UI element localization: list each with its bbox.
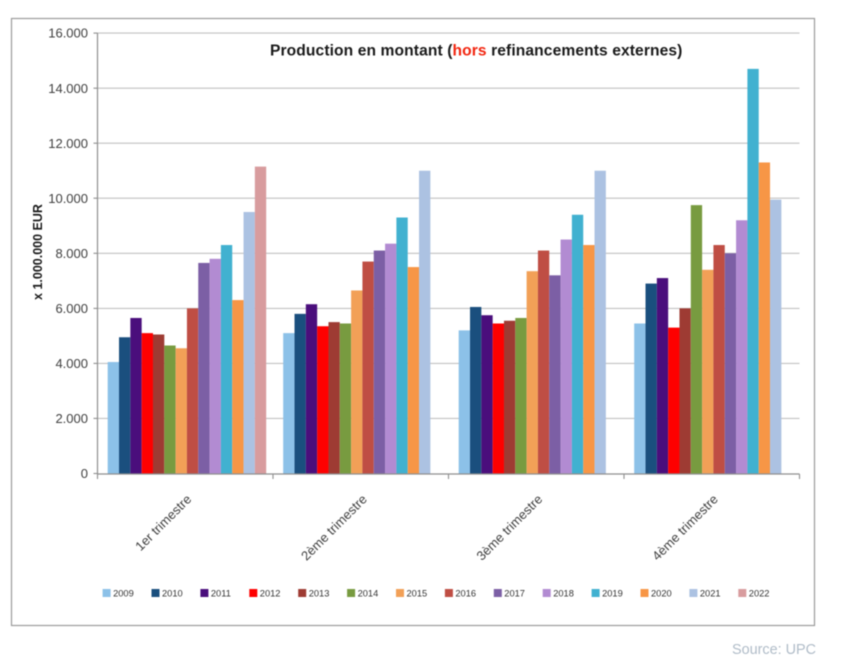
svg-text:2012: 2012	[260, 588, 281, 598]
svg-text:2017: 2017	[504, 588, 525, 598]
svg-text:10.000: 10.000	[48, 191, 88, 206]
svg-text:2020: 2020	[651, 588, 672, 598]
svg-text:2.000: 2.000	[55, 411, 88, 426]
svg-text:2021: 2021	[700, 588, 721, 598]
svg-text:2022: 2022	[749, 588, 770, 598]
svg-text:6.000: 6.000	[55, 301, 88, 316]
svg-text:2015: 2015	[407, 588, 428, 598]
svg-text:4.000: 4.000	[55, 356, 88, 371]
svg-text:x 1.000.000 EUR: x 1.000.000 EUR	[31, 204, 45, 300]
svg-text:2016: 2016	[455, 588, 476, 598]
svg-text:2018: 2018	[553, 588, 574, 598]
svg-text:2009: 2009	[113, 588, 134, 598]
svg-text:14.000: 14.000	[48, 81, 88, 96]
svg-text:8.000: 8.000	[55, 246, 88, 261]
svg-text:Source: UPC: Source: UPC	[732, 642, 816, 658]
svg-text:2013: 2013	[309, 588, 330, 598]
svg-text:2019: 2019	[602, 588, 623, 598]
svg-text:12.000: 12.000	[48, 136, 88, 151]
svg-text:0: 0	[81, 466, 88, 481]
svg-text:Production en montant (hors re: Production en montant (hors refinancemen…	[270, 43, 682, 60]
svg-text:16.000: 16.000	[48, 26, 88, 41]
svg-text:2010: 2010	[162, 588, 183, 598]
svg-text:2014: 2014	[358, 588, 379, 598]
svg-text:2011: 2011	[211, 588, 231, 598]
